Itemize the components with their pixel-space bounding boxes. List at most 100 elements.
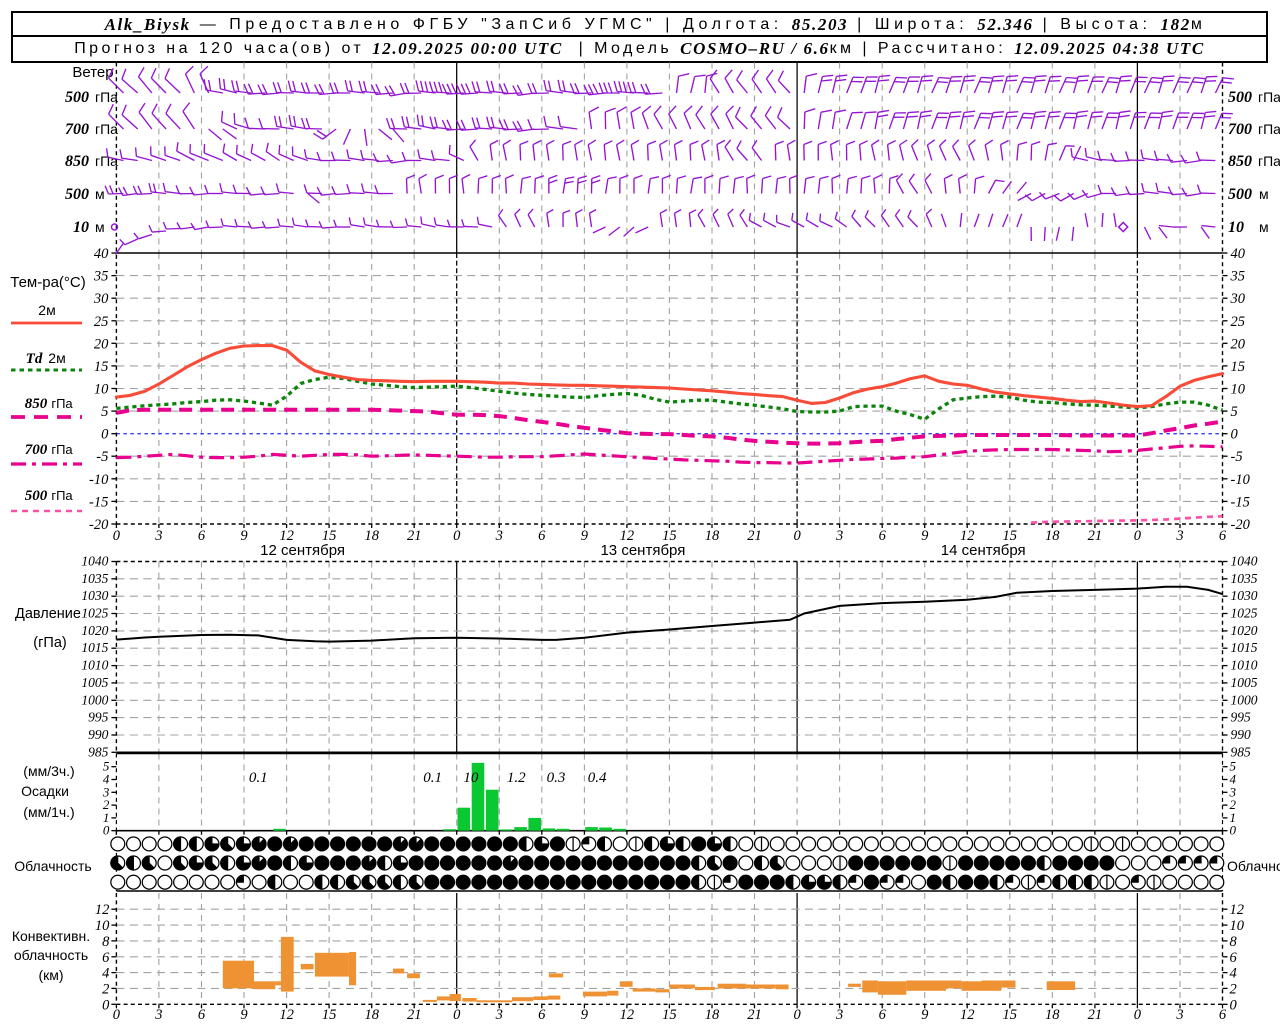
svg-text:35: 35 (1230, 269, 1246, 285)
svg-text:12: 12 (95, 902, 110, 918)
svg-text:1030: 1030 (1231, 588, 1258, 603)
svg-text:(км): (км) (38, 967, 63, 983)
svg-text:1040: 1040 (81, 554, 108, 569)
svg-text:1025: 1025 (81, 606, 108, 621)
svg-text:500: 500 (25, 488, 48, 504)
svg-text:0: 0 (102, 997, 110, 1013)
svg-text:(мм/1ч.): (мм/1ч.) (23, 804, 74, 820)
svg-text:0: 0 (101, 427, 109, 443)
svg-text:700: 700 (65, 121, 89, 138)
svg-text:3: 3 (835, 1007, 843, 1023)
svg-text:5: 5 (103, 759, 110, 774)
svg-text:10: 10 (73, 219, 89, 236)
svg-text:12: 12 (620, 1007, 635, 1023)
svg-text:2м: 2м (38, 302, 55, 318)
svg-text:6: 6 (198, 528, 206, 544)
svg-text:0: 0 (453, 1007, 461, 1023)
svg-text:2: 2 (1230, 981, 1237, 997)
svg-text:1035: 1035 (1231, 571, 1258, 586)
svg-text:Облачность: Облачность (1227, 858, 1280, 874)
svg-text:9: 9 (581, 528, 589, 544)
svg-text:Td: Td (26, 351, 43, 367)
svg-text:12 сентября: 12 сентября (260, 542, 345, 559)
svg-text:0: 0 (113, 528, 121, 544)
svg-text:0: 0 (453, 528, 461, 544)
svg-text:10: 10 (463, 770, 479, 786)
svg-text:20: 20 (94, 336, 109, 352)
svg-text:1: 1 (103, 810, 110, 825)
svg-text:12: 12 (279, 528, 294, 544)
svg-text:25: 25 (94, 314, 109, 330)
svg-text:м: м (95, 186, 105, 202)
svg-text:-10: -10 (1231, 472, 1251, 488)
svg-text:10: 10 (94, 382, 109, 398)
svg-text:850: 850 (1228, 153, 1252, 170)
svg-text:0.1: 0.1 (423, 770, 442, 786)
svg-text:гПа: гПа (1258, 89, 1280, 105)
svg-text:995: 995 (1231, 710, 1252, 725)
svg-text:1010: 1010 (81, 658, 108, 673)
svg-text:14 сентября: 14 сентября (941, 542, 1026, 559)
svg-text:6: 6 (538, 528, 546, 544)
svg-text:700: 700 (1228, 121, 1252, 138)
svg-text:12: 12 (960, 528, 975, 544)
svg-text:-5: -5 (96, 449, 108, 465)
svg-text:25: 25 (1231, 314, 1246, 330)
svg-text:1005: 1005 (1231, 675, 1258, 690)
svg-text:Облачность: Облачность (14, 858, 91, 874)
svg-text:гПа: гПа (95, 89, 118, 105)
svg-text:5: 5 (101, 404, 108, 420)
svg-text:35: 35 (93, 269, 109, 285)
svg-text:4: 4 (102, 966, 109, 982)
svg-text:1005: 1005 (81, 675, 108, 690)
svg-text:15: 15 (662, 1007, 677, 1023)
svg-text:1015: 1015 (81, 640, 108, 655)
svg-text:5: 5 (1231, 404, 1238, 420)
svg-text:30: 30 (1230, 291, 1246, 307)
svg-text:995: 995 (88, 710, 109, 725)
svg-text:0: 0 (793, 1007, 801, 1023)
svg-text:облачность: облачность (14, 947, 88, 963)
svg-text:21: 21 (1088, 528, 1103, 544)
svg-text:9: 9 (581, 1007, 589, 1023)
svg-text:9: 9 (240, 1007, 248, 1023)
svg-text:3: 3 (154, 1007, 162, 1023)
svg-text:Давление: Давление (15, 606, 81, 622)
svg-text:-10: -10 (89, 472, 109, 488)
svg-text:850: 850 (65, 153, 89, 170)
svg-text:500: 500 (1228, 186, 1252, 203)
svg-text:10: 10 (1230, 918, 1245, 934)
svg-text:500: 500 (65, 186, 89, 203)
svg-text:3: 3 (835, 528, 843, 544)
svg-text:1010: 1010 (1231, 658, 1258, 673)
svg-text:гПа: гПа (1258, 153, 1280, 169)
svg-text:18: 18 (1045, 1007, 1060, 1023)
svg-text:12: 12 (1230, 902, 1245, 918)
svg-text:15: 15 (1231, 359, 1246, 375)
svg-text:0: 0 (793, 528, 801, 544)
svg-text:8: 8 (102, 934, 110, 950)
svg-text:15: 15 (1003, 528, 1018, 544)
svg-text:20: 20 (1231, 336, 1246, 352)
svg-text:15: 15 (662, 528, 677, 544)
svg-text:5: 5 (1230, 759, 1237, 774)
svg-text:6: 6 (102, 950, 110, 966)
svg-text:21: 21 (407, 1007, 422, 1023)
svg-text:0.1: 0.1 (249, 770, 268, 786)
svg-text:18: 18 (364, 1007, 379, 1023)
svg-text:6: 6 (879, 1007, 887, 1023)
svg-text:2: 2 (103, 797, 110, 812)
svg-text:гПа: гПа (51, 488, 73, 503)
svg-text:700: 700 (25, 442, 48, 458)
svg-text:0: 0 (113, 1007, 121, 1023)
svg-text:21: 21 (407, 528, 422, 544)
svg-text:3: 3 (1175, 528, 1183, 544)
svg-text:1: 1 (1230, 810, 1237, 825)
svg-text:4: 4 (1230, 772, 1237, 787)
svg-text:1015: 1015 (1231, 640, 1258, 655)
svg-text:0: 0 (1134, 1007, 1142, 1023)
svg-text:21: 21 (1088, 1007, 1103, 1023)
svg-text:Конвективн.: Конвективн. (12, 928, 90, 944)
svg-text:0.3: 0.3 (547, 770, 566, 786)
svg-text:2м: 2м (48, 350, 65, 366)
